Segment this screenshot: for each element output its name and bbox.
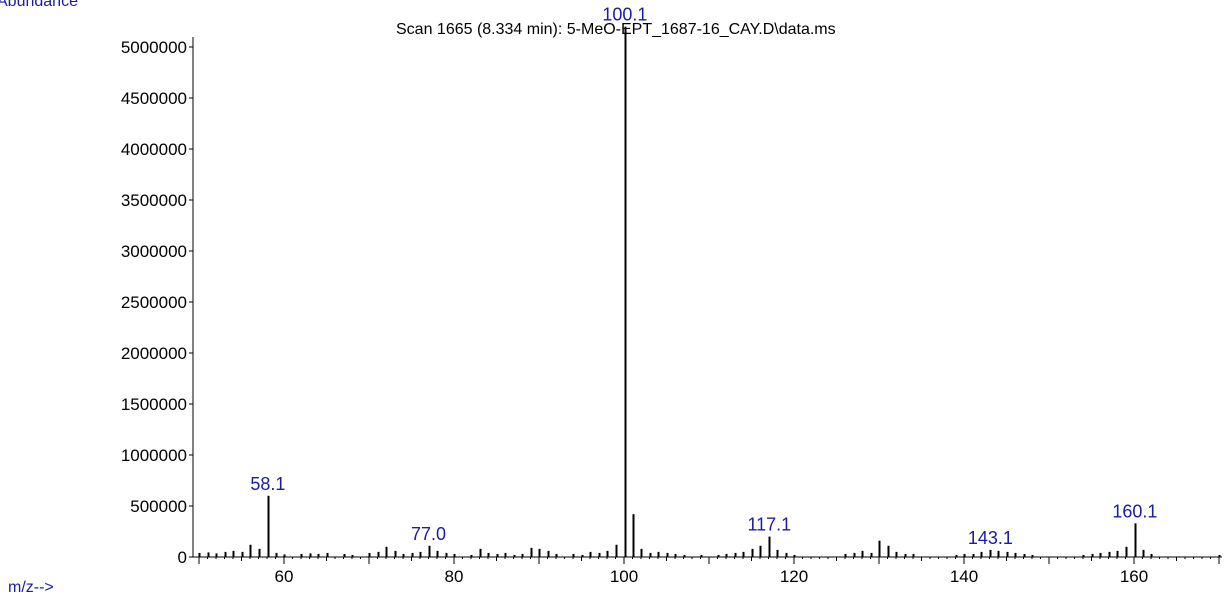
x-tick-label: 120 xyxy=(780,567,808,586)
y-tick-label: 1500000 xyxy=(121,395,187,414)
spectrum-peaks xyxy=(198,26,1221,557)
y-axis-label: Abundance xyxy=(0,0,78,10)
x-axis: 6080100120140160180200220240260280 xyxy=(193,556,1222,586)
y-tick-label: 3000000 xyxy=(121,242,187,261)
peak-label: 100.1 xyxy=(602,5,647,25)
peak-label: 160.1 xyxy=(1112,501,1157,521)
y-tick-label: 2500000 xyxy=(121,293,187,312)
y-tick-label: 4000000 xyxy=(121,140,187,159)
x-tick-label: 60 xyxy=(275,567,294,586)
chart-title: Scan 1665 (8.334 min): 5-MeO-EPT_1687-16… xyxy=(396,21,836,38)
peak-label: 143.1 xyxy=(968,528,1013,548)
x-tick-label: 100 xyxy=(610,567,638,586)
y-tick-label: 1000000 xyxy=(121,446,187,465)
x-tick-label: 80 xyxy=(445,567,464,586)
y-axis: 0 500000 1000000 1500000 2000000 2500000 30000… xyxy=(121,37,194,567)
y-tick-label: 500000 xyxy=(130,497,187,516)
peak-label: 117.1 xyxy=(747,515,791,535)
peak-label: 58.1 xyxy=(250,474,285,494)
x-tick-label: 140 xyxy=(950,567,978,586)
peak-label: 77.0 xyxy=(411,524,446,544)
peak-labels: 58.177.0100.1117.1143.1160.1187.0207.022… xyxy=(250,5,1157,548)
y-tick-label: 5000000 xyxy=(121,38,187,57)
y-tick-label: 4500000 xyxy=(121,89,187,108)
y-tick-label: 0 xyxy=(178,548,187,567)
y-tick-label: 3500000 xyxy=(121,191,187,210)
y-tick-label: 2000000 xyxy=(121,344,187,363)
x-axis-label: m/z--> xyxy=(8,579,54,596)
x-tick-label: 160 xyxy=(1120,567,1148,586)
